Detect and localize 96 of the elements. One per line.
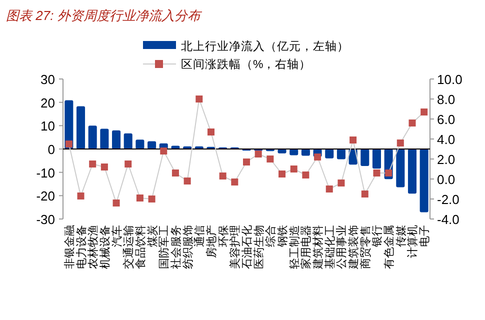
y-tick-label: -20 [36, 188, 55, 204]
y2-tick-label: -2.0 [437, 192, 460, 207]
x-tick-label: 建筑装饰 [347, 225, 360, 270]
x-tick-label: 非银金融 [62, 225, 76, 269]
y2-tick-label: 10.0 [437, 72, 462, 87]
point [361, 190, 368, 198]
x-tick-label: 建筑材料 [312, 225, 325, 270]
y2-tick-label: 2.0 [437, 152, 456, 167]
point [396, 140, 404, 146]
x-tick-label: 交通运输 [122, 225, 136, 269]
point [350, 136, 357, 144]
point [338, 180, 345, 186]
x-tick-label: 环保 [218, 225, 230, 247]
y-tick-label: -30 [36, 212, 55, 227]
y-tick-label: 0 [48, 142, 55, 157]
bar [124, 133, 132, 149]
x-tick-label: 国防军工 [158, 225, 171, 269]
x-tick-label: 综合 [264, 225, 278, 247]
bar [408, 149, 417, 194]
x-tick-label: 电力设备 [74, 225, 88, 269]
y-tick-label: 10 [40, 118, 55, 134]
x-tick-label: 轻工制造 [288, 225, 301, 269]
point [231, 178, 238, 186]
x-tick-label: 通信 [193, 225, 206, 247]
point [278, 170, 286, 178]
bar [136, 140, 144, 149]
bar [290, 149, 298, 156]
legend-label: 北上行业净流入（亿元，左轴） [181, 39, 349, 53]
bar [336, 149, 346, 160]
x-tick-label: 纺织服饰 [181, 225, 194, 269]
point [160, 148, 168, 154]
point [266, 156, 274, 162]
point [254, 150, 262, 158]
point [77, 192, 84, 200]
x-tick-label: 基础化工 [323, 225, 336, 269]
point [302, 172, 310, 178]
x-tick-label: 房地产 [204, 225, 218, 258]
point [314, 154, 322, 160]
point [290, 166, 298, 172]
y2-tick-label: 8.0 [437, 92, 456, 107]
y2-tick-label: 4.0 [437, 132, 456, 147]
point [100, 164, 108, 170]
point [124, 160, 132, 168]
x-tick-label: 计算机 [406, 225, 420, 258]
x-tick-label: 钢铁 [277, 225, 290, 248]
x-tick-label: 公用事业 [335, 225, 348, 269]
x-tick-label: 食品饮料 [134, 225, 147, 269]
x-tick-label: 医药生物 [252, 225, 266, 269]
chart-title: 图表 27: 外资周度行业净流入分布 [6, 8, 202, 23]
x-tick-label: 汽车 [110, 225, 124, 247]
point [184, 178, 191, 184]
bar [301, 149, 310, 156]
x-tick-label: 电子 [418, 225, 432, 247]
point [207, 128, 214, 136]
point [385, 170, 392, 176]
point [172, 170, 179, 176]
bar [325, 149, 334, 158]
y2-tick-label: -4.0 [437, 212, 460, 227]
x-tick-label: 机械设备 [98, 225, 112, 269]
x-tick-label: 传媒 [395, 225, 408, 247]
point [89, 160, 96, 168]
x-tick-label: 社会服务 [169, 225, 182, 269]
x-tick-label: 商贸零售 [358, 225, 372, 269]
point [148, 196, 156, 202]
x-tick-label: 美容护理 [228, 225, 242, 269]
bar [420, 149, 428, 212]
point [196, 96, 203, 102]
point [420, 108, 428, 116]
legend-label: 区间涨跌幅（%，右轴） [181, 58, 312, 71]
x-tick-label: 农林牧渔 [86, 225, 100, 269]
point [136, 194, 144, 202]
x-tick-label: 煤炭 [146, 225, 159, 247]
point [243, 158, 250, 166]
bar [112, 130, 121, 149]
point [112, 200, 120, 206]
x-tick-label: 有色金属 [384, 225, 396, 269]
bar [76, 106, 86, 149]
y-tick-label: 20 [40, 95, 55, 110]
y-tick-label: -10 [36, 165, 55, 180]
x-tick-label: 家用电器 [300, 225, 313, 269]
point [65, 140, 72, 148]
x-tick-label: 银行 [372, 225, 384, 248]
point [219, 172, 226, 180]
bar [360, 149, 370, 166]
bar [372, 149, 381, 169]
point [373, 170, 380, 176]
y2-tick-label: 6.0 [437, 112, 456, 127]
point [408, 120, 416, 126]
x-tick-label: 石油石化 [240, 225, 254, 269]
bar [88, 126, 97, 149]
bar [100, 128, 109, 149]
y-tick-label: 30 [40, 72, 55, 87]
y2-tick-label: 0.0 [437, 172, 456, 187]
point [326, 186, 333, 192]
bar [148, 141, 156, 149]
bar [396, 149, 405, 188]
